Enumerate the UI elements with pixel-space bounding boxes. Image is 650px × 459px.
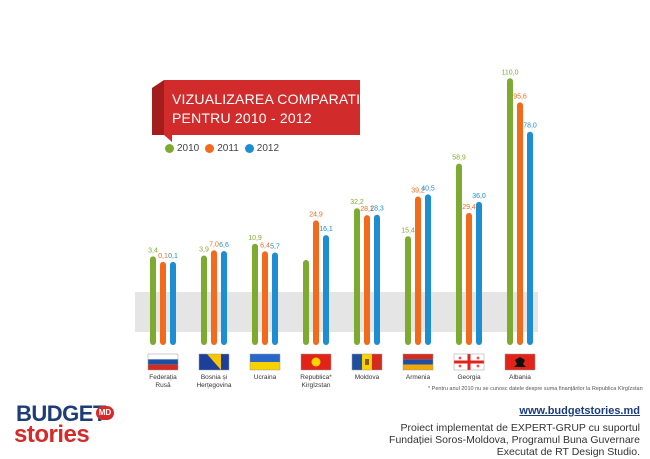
value-label-2010-1: 3,9 xyxy=(199,246,209,253)
value-label-2010-2: 10,9 xyxy=(248,235,262,242)
bar-2012-4 xyxy=(374,214,380,345)
legend-swatch-2012 xyxy=(244,144,254,153)
kyrgyzstan-flag xyxy=(300,353,332,371)
legend-label-2010: 2010 xyxy=(177,143,200,154)
legend-label-2012: 2012 xyxy=(256,143,280,154)
value-label-2010-5: 15,4 xyxy=(401,227,415,234)
logo-text-budget: BUDGET xyxy=(16,401,106,426)
value-label-2012-3: 16,1 xyxy=(319,226,333,233)
value-label-2010-0: 3,4 xyxy=(148,247,158,254)
value-label-2012-5: 40,5 xyxy=(421,185,435,192)
legend-item-2010: 2010 xyxy=(165,143,199,154)
legend: 2010 2011 2012 xyxy=(165,143,279,154)
value-label-2012-7: 78,0 xyxy=(523,123,537,130)
bar-2010-5 xyxy=(405,236,411,345)
value-label-2012-6: 36,0 xyxy=(472,193,486,200)
category-label-0-1: Rusă xyxy=(155,382,171,389)
value-label-2011-1: 7,0 xyxy=(209,241,219,248)
bar-2012-3 xyxy=(323,235,329,345)
bar-2012-1 xyxy=(221,250,227,345)
logo-text-stories: stories xyxy=(14,421,90,448)
bar-2012-7 xyxy=(527,131,533,345)
value-label-2011-7: 95,6 xyxy=(513,93,527,100)
value-label-2011-0: 0,1 xyxy=(158,253,168,260)
bar-2010-7 xyxy=(507,78,513,346)
legend-item-2012: 2012 xyxy=(244,143,280,154)
footer-line-3: Executat de RT Design Studio. xyxy=(496,446,640,458)
bar-2011-0 xyxy=(160,261,166,345)
title-banner xyxy=(152,80,360,142)
legend-swatch-2010 xyxy=(165,144,174,153)
bar-2011-5 xyxy=(415,196,421,345)
legend-swatch-2011 xyxy=(205,144,215,153)
value-label-2011-6: 29,4 xyxy=(462,204,476,211)
bar-2011-2 xyxy=(262,251,268,345)
category-label-2-0: Ucraina xyxy=(254,374,277,381)
category-label-0-0: Federația xyxy=(149,374,177,381)
bar-2011-6 xyxy=(466,212,472,345)
footer-line-2: Fundației Soros-Moldova, Programul Buna … xyxy=(389,434,640,446)
bar-2010-1 xyxy=(201,255,207,345)
category-label-5-0: Armenia xyxy=(406,374,431,381)
category-label-6-0: Georgia xyxy=(457,374,481,381)
value-label-2012-2: 5,7 xyxy=(270,243,280,250)
flags-layer xyxy=(147,353,536,371)
category-label-3-0: Republica* xyxy=(300,374,332,381)
legend-label-2011: 2011 xyxy=(217,143,239,154)
value-label-2010-6: 58,9 xyxy=(452,155,466,162)
chart-title-line-2: PENTRU 2010 - 2012 xyxy=(172,110,312,126)
bar-2010-3 xyxy=(303,260,309,345)
chart-title: VIZUALIZAREA COMPARATIVĂ PENTRU 2010 - 2… xyxy=(172,90,379,128)
legend-item-2011: 2011 xyxy=(205,143,239,154)
bar-2010-4 xyxy=(354,208,360,345)
value-label-2011-5: 39,2 xyxy=(411,188,425,195)
value-label-2012-1: 6,6 xyxy=(219,242,229,249)
bar-2011-4 xyxy=(364,215,370,345)
logo-badge-md: MD xyxy=(96,406,114,420)
footer-line-1: Proiect implementat de EXPERT-GRUP cu su… xyxy=(400,422,640,434)
bar-2011-1 xyxy=(211,250,217,345)
chart-title-line-1: VIZUALIZAREA COMPARATIVĂ xyxy=(172,91,380,107)
footer-credits: Proiect implementat de EXPERT-GRUP cu su… xyxy=(389,422,640,458)
category-label-1-1: Herțegovina xyxy=(196,382,231,389)
footnote: * Pentru anul 2010 nu se cunosc datele d… xyxy=(428,386,643,392)
bar-2012-5 xyxy=(425,194,431,345)
value-label-2012-4: 28,3 xyxy=(370,206,384,213)
category-label-1-0: Bosnia și xyxy=(201,374,227,381)
bar-2010-0 xyxy=(150,256,156,345)
category-label-3-1: Kirgîzstan xyxy=(302,382,331,389)
albania-flag xyxy=(504,353,536,371)
moldova-flag xyxy=(351,353,383,371)
value-label-2012-0: 0,1 xyxy=(168,253,178,260)
bar-2012-2 xyxy=(272,252,278,345)
category-label-7-0: Albania xyxy=(509,374,531,381)
bars-layer: 3,40,1 0,13,97,0 6,610,96,4 5,724,916,132,2… xyxy=(148,69,537,346)
value-label-2011-3: 24,9 xyxy=(309,211,323,218)
bar-2011-7 xyxy=(517,102,523,346)
bar-2012-6 xyxy=(476,201,482,345)
bar-2011-3 xyxy=(313,220,319,345)
bar-2010-6 xyxy=(456,163,462,345)
bar-2012-0 xyxy=(170,261,176,345)
bar-2010-2 xyxy=(252,243,258,345)
value-label-2011-2: 6,4 xyxy=(260,242,270,249)
ukraine-flag xyxy=(249,353,281,371)
value-label-2011-4: 28,1 xyxy=(360,206,374,213)
armenia-flag xyxy=(402,353,434,371)
value-label-2010-7: 110,0 xyxy=(502,69,519,76)
value-label-2010-4: 32,2 xyxy=(350,199,364,206)
category-label-4-0: Moldova xyxy=(355,374,380,381)
website-link[interactable]: www.budgetstories.md xyxy=(519,405,640,417)
bosnia-flag xyxy=(198,353,230,371)
russia-flag xyxy=(147,353,179,371)
georgia-flag xyxy=(453,353,485,371)
